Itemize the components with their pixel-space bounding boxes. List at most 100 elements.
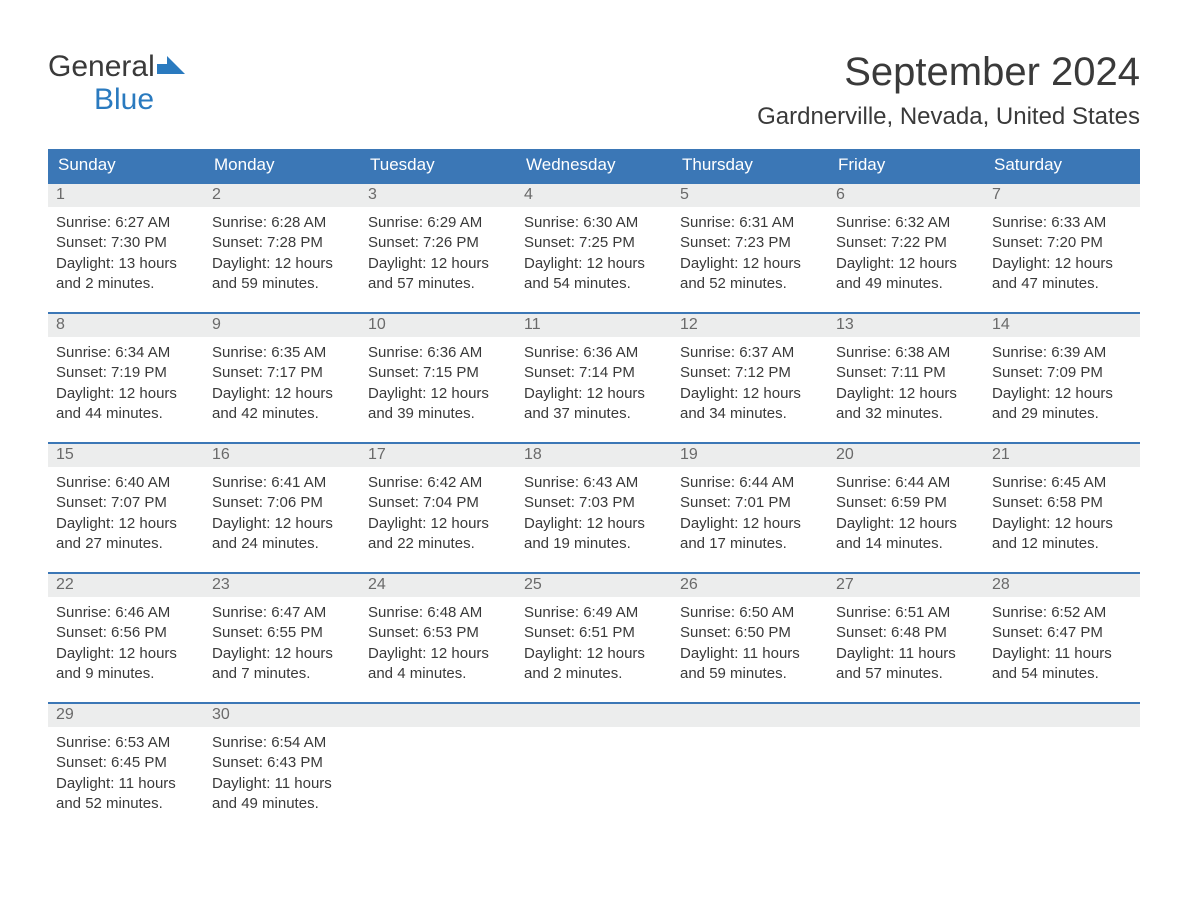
daylight-line-2: and 57 minutes. [368, 274, 508, 294]
week-row: 29Sunrise: 6:53 AMSunset: 6:45 PMDayligh… [48, 702, 1140, 832]
week-row: 22Sunrise: 6:46 AMSunset: 6:56 PMDayligh… [48, 572, 1140, 702]
day-cell: 30Sunrise: 6:54 AMSunset: 6:43 PMDayligh… [204, 704, 360, 832]
day-content: Sunrise: 6:27 AMSunset: 7:30 PMDaylight:… [48, 207, 204, 302]
day-content: Sunrise: 6:44 AMSunset: 6:59 PMDaylight:… [828, 467, 984, 562]
day-number: 13 [828, 314, 984, 337]
day-content: Sunrise: 6:30 AMSunset: 7:25 PMDaylight:… [516, 207, 672, 302]
sunrise-line: Sunrise: 6:42 AM [368, 473, 508, 493]
day-content: Sunrise: 6:48 AMSunset: 6:53 PMDaylight:… [360, 597, 516, 692]
day-cell: 19Sunrise: 6:44 AMSunset: 7:01 PMDayligh… [672, 444, 828, 572]
sunrise-line: Sunrise: 6:52 AM [992, 603, 1132, 623]
day-cell: 6Sunrise: 6:32 AMSunset: 7:22 PMDaylight… [828, 184, 984, 312]
location-subtitle: Gardnerville, Nevada, United States [757, 103, 1140, 131]
daylight-line-2: and 34 minutes. [680, 404, 820, 424]
month-title: September 2024 [757, 50, 1140, 95]
daylight-line-1: Daylight: 12 hours [992, 514, 1132, 534]
day-number: 5 [672, 184, 828, 207]
day-content: Sunrise: 6:29 AMSunset: 7:26 PMDaylight:… [360, 207, 516, 302]
day-cell: 9Sunrise: 6:35 AMSunset: 7:17 PMDaylight… [204, 314, 360, 442]
day-number: 20 [828, 444, 984, 467]
weekday-header: Wednesday [516, 149, 672, 182]
sunrise-line: Sunrise: 6:36 AM [524, 343, 664, 363]
day-number: 28 [984, 574, 1140, 597]
sunrise-line: Sunrise: 6:44 AM [680, 473, 820, 493]
day-content: Sunrise: 6:47 AMSunset: 6:55 PMDaylight:… [204, 597, 360, 692]
sunrise-line: Sunrise: 6:50 AM [680, 603, 820, 623]
sunrise-line: Sunrise: 6:31 AM [680, 213, 820, 233]
sunrise-line: Sunrise: 6:33 AM [992, 213, 1132, 233]
sunset-line: Sunset: 7:22 PM [836, 233, 976, 253]
day-number: 15 [48, 444, 204, 467]
sunrise-line: Sunrise: 6:28 AM [212, 213, 352, 233]
day-number: 7 [984, 184, 1140, 207]
sunset-line: Sunset: 7:06 PM [212, 493, 352, 513]
day-content: Sunrise: 6:37 AMSunset: 7:12 PMDaylight:… [672, 337, 828, 432]
daylight-line-1: Daylight: 12 hours [368, 384, 508, 404]
calendar: Sunday Monday Tuesday Wednesday Thursday… [48, 149, 1140, 832]
sunrise-line: Sunrise: 6:47 AM [212, 603, 352, 623]
day-cell: 25Sunrise: 6:49 AMSunset: 6:51 PMDayligh… [516, 574, 672, 702]
day-number: 27 [828, 574, 984, 597]
day-content: Sunrise: 6:32 AMSunset: 7:22 PMDaylight:… [828, 207, 984, 302]
sunrise-line: Sunrise: 6:35 AM [212, 343, 352, 363]
daylight-line-1: Daylight: 12 hours [56, 644, 196, 664]
sunset-line: Sunset: 6:45 PM [56, 753, 196, 773]
sunset-line: Sunset: 7:09 PM [992, 363, 1132, 383]
day-cell: 18Sunrise: 6:43 AMSunset: 7:03 PMDayligh… [516, 444, 672, 572]
day-number: 12 [672, 314, 828, 337]
weekday-header: Sunday [48, 149, 204, 182]
daylight-line-1: Daylight: 12 hours [368, 254, 508, 274]
daylight-line-2: and 14 minutes. [836, 534, 976, 554]
day-content: Sunrise: 6:53 AMSunset: 6:45 PMDaylight:… [48, 727, 204, 822]
daylight-line-1: Daylight: 11 hours [212, 774, 352, 794]
sunset-line: Sunset: 6:53 PM [368, 623, 508, 643]
day-number: 29 [48, 704, 204, 727]
sunset-line: Sunset: 7:17 PM [212, 363, 352, 383]
sunset-line: Sunset: 7:12 PM [680, 363, 820, 383]
sunrise-line: Sunrise: 6:30 AM [524, 213, 664, 233]
daylight-line-2: and 52 minutes. [680, 274, 820, 294]
sunset-line: Sunset: 6:55 PM [212, 623, 352, 643]
day-cell: 26Sunrise: 6:50 AMSunset: 6:50 PMDayligh… [672, 574, 828, 702]
sunset-line: Sunset: 7:20 PM [992, 233, 1132, 253]
daylight-line-1: Daylight: 12 hours [992, 254, 1132, 274]
day-content: Sunrise: 6:39 AMSunset: 7:09 PMDaylight:… [984, 337, 1140, 432]
day-cell: 4Sunrise: 6:30 AMSunset: 7:25 PMDaylight… [516, 184, 672, 312]
daylight-line-1: Daylight: 12 hours [212, 514, 352, 534]
daylight-line-2: and 42 minutes. [212, 404, 352, 424]
daylight-line-2: and 22 minutes. [368, 534, 508, 554]
day-cell: 27Sunrise: 6:51 AMSunset: 6:48 PMDayligh… [828, 574, 984, 702]
empty-day-bar [360, 704, 516, 727]
daylight-line-1: Daylight: 12 hours [212, 254, 352, 274]
sunrise-line: Sunrise: 6:37 AM [680, 343, 820, 363]
logo-word-2: Blue [94, 83, 154, 116]
day-content: Sunrise: 6:28 AMSunset: 7:28 PMDaylight:… [204, 207, 360, 302]
weekday-header: Monday [204, 149, 360, 182]
sunset-line: Sunset: 7:11 PM [836, 363, 976, 383]
sunrise-line: Sunrise: 6:46 AM [56, 603, 196, 623]
day-content: Sunrise: 6:46 AMSunset: 6:56 PMDaylight:… [48, 597, 204, 692]
sunset-line: Sunset: 7:03 PM [524, 493, 664, 513]
daylight-line-2: and 2 minutes. [524, 664, 664, 684]
sunset-line: Sunset: 6:43 PM [212, 753, 352, 773]
sunrise-line: Sunrise: 6:43 AM [524, 473, 664, 493]
sunset-line: Sunset: 6:47 PM [992, 623, 1132, 643]
day-cell: 20Sunrise: 6:44 AMSunset: 6:59 PMDayligh… [828, 444, 984, 572]
day-cell: 1Sunrise: 6:27 AMSunset: 7:30 PMDaylight… [48, 184, 204, 312]
sunrise-line: Sunrise: 6:32 AM [836, 213, 976, 233]
empty-day-bar [516, 704, 672, 727]
day-content: Sunrise: 6:36 AMSunset: 7:15 PMDaylight:… [360, 337, 516, 432]
day-content: Sunrise: 6:45 AMSunset: 6:58 PMDaylight:… [984, 467, 1140, 562]
daylight-line-1: Daylight: 12 hours [836, 254, 976, 274]
day-number: 19 [672, 444, 828, 467]
day-cell [984, 704, 1140, 832]
day-number: 4 [516, 184, 672, 207]
day-cell: 28Sunrise: 6:52 AMSunset: 6:47 PMDayligh… [984, 574, 1140, 702]
sunset-line: Sunset: 7:28 PM [212, 233, 352, 253]
daylight-line-1: Daylight: 12 hours [680, 514, 820, 534]
day-content: Sunrise: 6:34 AMSunset: 7:19 PMDaylight:… [48, 337, 204, 432]
day-number: 22 [48, 574, 204, 597]
day-content: Sunrise: 6:51 AMSunset: 6:48 PMDaylight:… [828, 597, 984, 692]
daylight-line-2: and 4 minutes. [368, 664, 508, 684]
sunrise-line: Sunrise: 6:39 AM [992, 343, 1132, 363]
